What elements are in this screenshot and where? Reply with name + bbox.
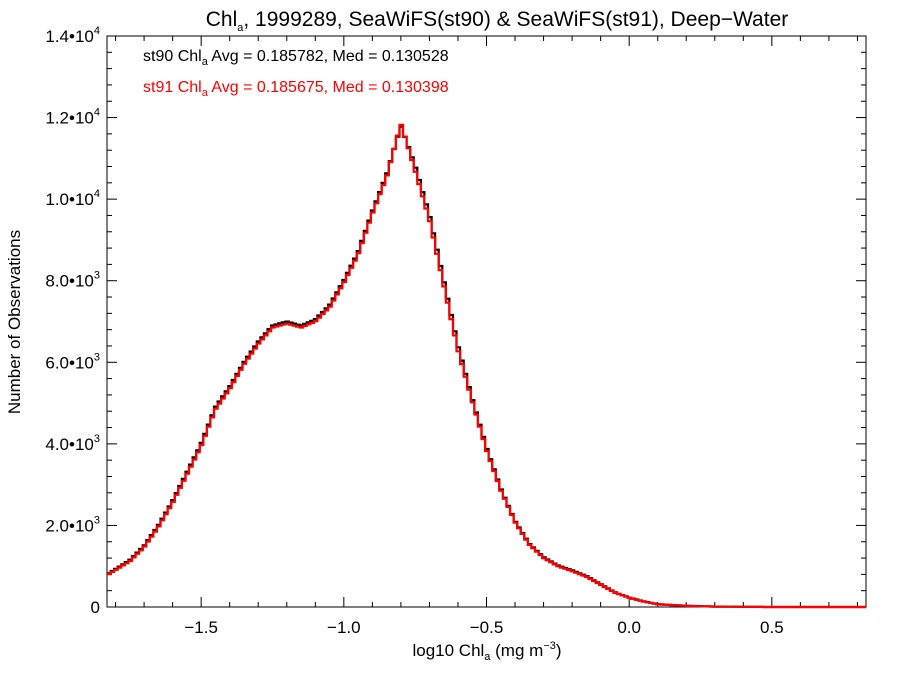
- x-axis-label-post: ): [556, 641, 562, 660]
- x-tick-label: −1.5: [184, 618, 218, 637]
- chart-title: Chla, 1999289, SeaWiFS(st90) & SeaWiFS(s…: [206, 8, 789, 34]
- series-layer: [107, 123, 866, 609]
- y-tick-label: 1.0•104: [45, 188, 100, 209]
- chart-title-post: , 1999289, SeaWiFS(st90) & SeaWiFS(st91)…: [243, 8, 788, 31]
- x-axis-label: log10 Chla (mg m−3): [412, 640, 561, 663]
- legend-st91-sub: a: [202, 87, 209, 99]
- y-tick-label: 6.0•103: [45, 351, 100, 372]
- legend-st90-sub: a: [202, 56, 209, 68]
- y-axis-label: Number of Observations: [5, 230, 24, 414]
- legend-st90-post: Avg = 0.185782, Med = 0.130528: [208, 48, 449, 65]
- x-tick-label: 0.0: [617, 618, 641, 637]
- x-axis-label-pre: log10 Chl: [412, 641, 484, 660]
- chart-title-sub: a: [237, 22, 244, 34]
- legend-st91-post: Avg = 0.185675, Med = 0.130398: [208, 79, 449, 96]
- legend-entry-st90: st90 Chla Avg = 0.185782, Med = 0.130528: [143, 48, 449, 68]
- y-tick-label: 1.2•104: [45, 107, 100, 128]
- y-tick-label: 2.0•103: [45, 514, 100, 535]
- legend-entry-st91: st91 Chla Avg = 0.185675, Med = 0.130398: [143, 79, 449, 99]
- axis-ticks: −1.5 −1.0 −0.5 0.0 0.5 0 2.0•103 4.0•103 6.0•103…: [45, 25, 866, 637]
- series-line-1: [107, 123, 866, 609]
- y-tick-label: 0: [91, 598, 100, 617]
- chart-title-pre: Chl: [206, 8, 238, 31]
- legend-st91-pre: st91 Chl: [143, 79, 202, 96]
- legend-st90-pre: st90 Chl: [143, 48, 202, 65]
- plot-frame: [106, 35, 867, 608]
- y-tick-label: 4.0•103: [45, 433, 100, 454]
- legend: st90 Chla Avg = 0.185782, Med = 0.130528…: [143, 48, 449, 99]
- x-tick-label: −0.5: [470, 618, 504, 637]
- x-tick-label: −1.0: [327, 618, 361, 637]
- y-tick-label: 1.4•104: [45, 25, 100, 46]
- y-tick-label: 8.0•103: [45, 270, 100, 291]
- x-axis-label-sub: a: [484, 651, 491, 663]
- series-line-0: [107, 125, 866, 609]
- x-tick-label: 0.5: [760, 618, 784, 637]
- x-axis-label-mid: (mg m: [490, 641, 543, 660]
- x-axis-label-sup: −3: [543, 640, 556, 652]
